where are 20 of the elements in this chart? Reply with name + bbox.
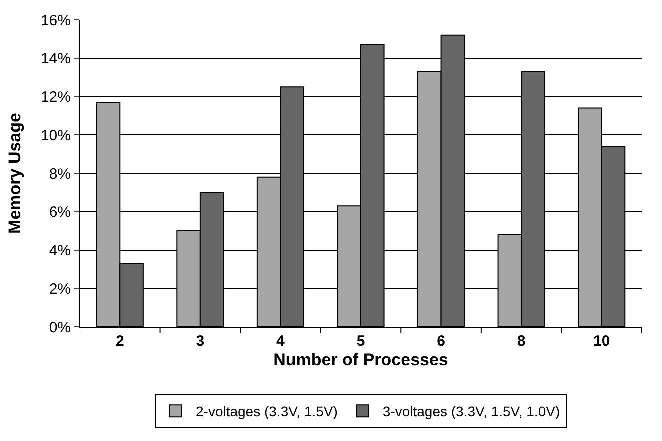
legend-label: 3-voltages (3.3V, 1.5V, 1.0V)	[382, 404, 560, 420]
y-tick-label: 4%	[49, 242, 71, 260]
y-tick-label: 2%	[49, 280, 71, 298]
y-tick-label: 0%	[49, 319, 71, 336]
x-tick-label: 3	[196, 333, 205, 350]
x-axis-title: Number of Processes	[274, 350, 448, 370]
x-tick-label: 8	[517, 333, 526, 350]
y-tick-label: 8%	[49, 166, 71, 183]
x-tick-label: 4	[276, 333, 286, 350]
y-tick-label: 10%	[40, 127, 71, 144]
y-tick-label: 14%	[40, 50, 71, 68]
y-tick-label: 12%	[40, 89, 71, 106]
y-tick-label: 6%	[49, 204, 71, 222]
x-tick-label: 2	[116, 333, 124, 350]
x-tick-label: 10	[594, 333, 610, 350]
x-tick-label: 5	[356, 333, 366, 350]
legend-label: 2-voltages (3.3V, 1.5V)	[196, 404, 338, 420]
y-tick-label: 16%	[40, 12, 71, 30]
y-axis-title: Memory Usage	[6, 113, 25, 234]
x-tick-label: 6	[437, 333, 446, 350]
